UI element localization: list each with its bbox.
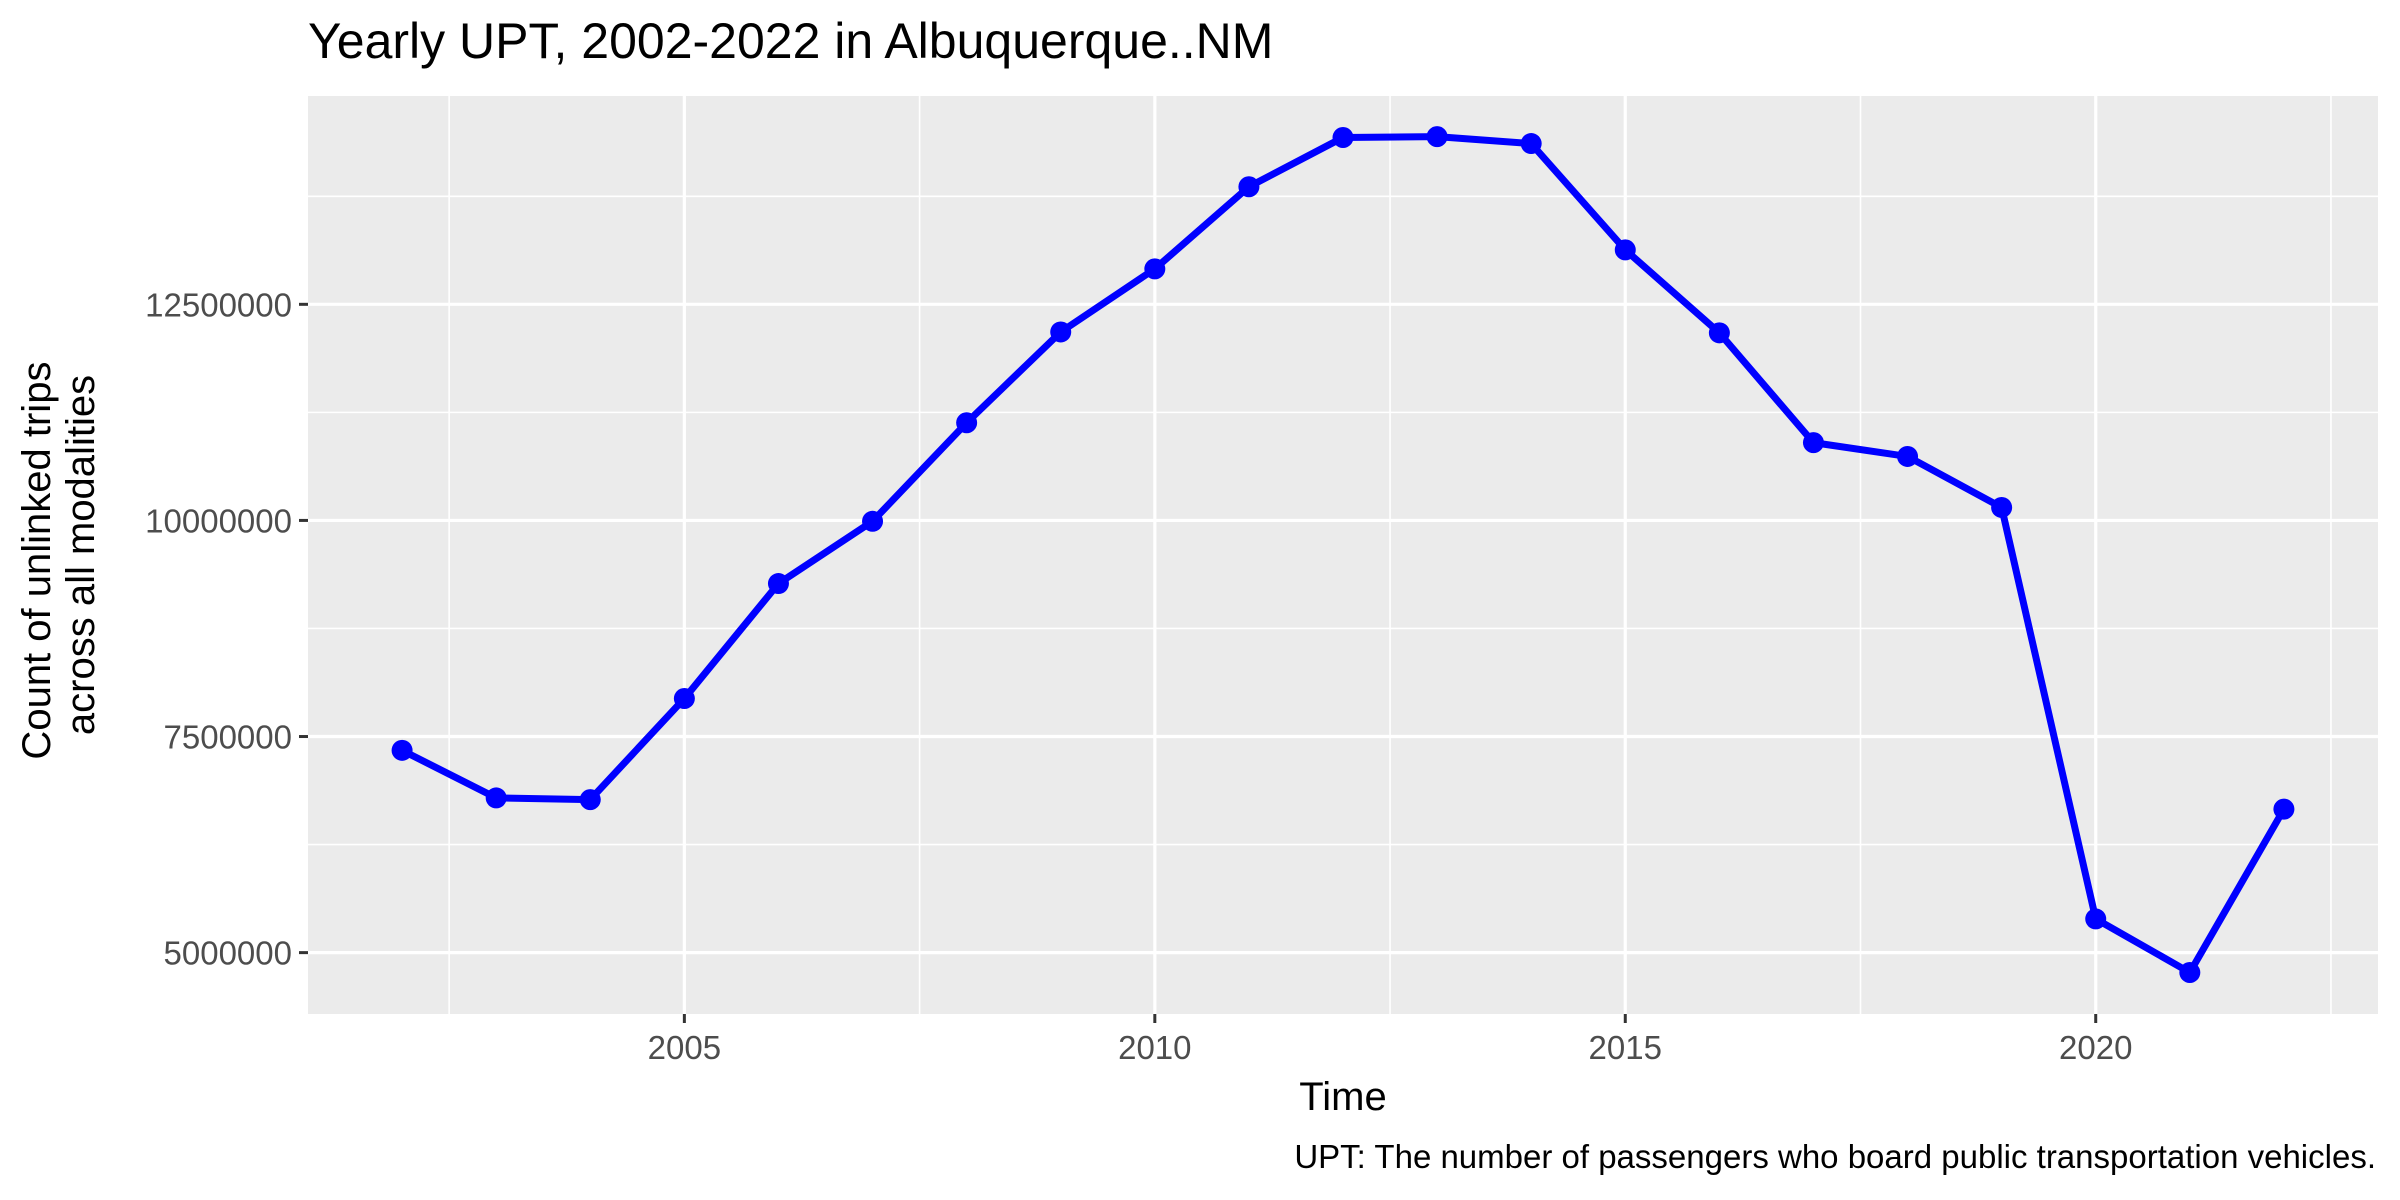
data-point (485, 787, 507, 809)
data-point (862, 510, 884, 532)
chart-caption: UPT: The number of passengers who board … (1294, 1138, 2376, 1175)
data-point (1144, 258, 1166, 280)
y-axis-title: Count of unlinked trips across all modal… (15, 350, 103, 759)
data-point (1802, 432, 1824, 454)
x-tick-label: 2010 (1118, 1029, 1191, 1066)
x-tick-label: 2005 (648, 1029, 721, 1066)
data-point (767, 573, 789, 595)
data-point (1332, 126, 1354, 148)
data-point (1520, 133, 1542, 155)
y-axis-title-line-1: Count of unlinked trips (15, 362, 59, 760)
y-tick-label: 10000000 (145, 502, 292, 539)
chart-title: Yearly UPT, 2002-2022 in Albuquerque..NM (308, 13, 1273, 69)
x-axis: 2005 2010 2015 2020 (648, 1014, 2132, 1066)
y-tick-label: 12500000 (145, 286, 292, 323)
data-point (956, 412, 978, 434)
y-axis-title-line-2: across all modalities (59, 375, 103, 735)
data-point (1050, 321, 1072, 343)
data-points (391, 126, 2295, 984)
data-point (1708, 322, 1730, 344)
data-point (2085, 908, 2107, 930)
y-tick-label: 5000000 (164, 935, 292, 972)
data-point (2273, 798, 2295, 820)
data-point (673, 687, 695, 709)
data-point (391, 739, 413, 761)
data-point (1238, 176, 1260, 198)
minor-gridlines (308, 96, 2378, 1014)
plot-panel (308, 96, 2378, 1014)
data-point (1991, 496, 2013, 518)
y-tick-label: 7500000 (164, 719, 292, 756)
y-axis: 5000000 7500000 10000000 12500000 (145, 286, 308, 972)
x-tick-label: 2020 (2059, 1029, 2132, 1066)
data-point (2179, 962, 2201, 984)
data-point (1614, 239, 1636, 261)
x-tick-label: 2015 (1589, 1029, 1662, 1066)
data-point (579, 789, 601, 811)
data-point (1426, 126, 1448, 148)
data-point (1897, 445, 1919, 467)
x-axis-title: Time (1299, 1075, 1386, 1119)
